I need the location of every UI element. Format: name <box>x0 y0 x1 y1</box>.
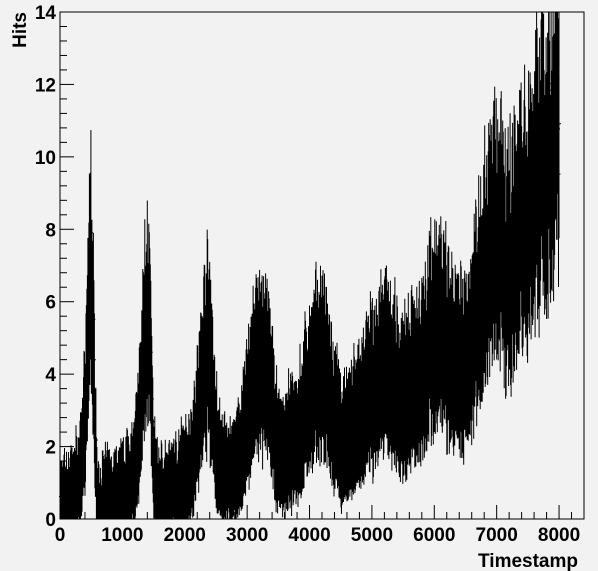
y-tick-label: 10 <box>35 148 56 169</box>
x-tick-label: 1000 <box>101 525 143 546</box>
y-tick-label: 14 <box>35 3 57 24</box>
x-tick-label: 8000 <box>538 525 580 546</box>
x-tick-label: 5000 <box>351 525 393 546</box>
y-tick-label: 0 <box>45 510 56 531</box>
x-tick-label: 3000 <box>226 525 268 546</box>
x-tick-label: 4000 <box>288 525 330 546</box>
y-tick-label: 12 <box>35 75 56 96</box>
y-tick-label: 8 <box>45 220 56 241</box>
x-axis-title: Timestamp <box>478 551 578 571</box>
y-tick-label: 2 <box>45 438 56 459</box>
x-tick-label: 0 <box>55 525 66 546</box>
y-tick-label: 4 <box>45 365 56 386</box>
y-tick-label: 6 <box>45 293 56 314</box>
y-axis-title: Hits <box>10 12 31 48</box>
axes-layer: 0 1000 2000 3000 4000 5000 6000 7000 8000 0 2 4 6 8 10… <box>35 3 585 546</box>
x-tick-label: 6000 <box>413 525 455 546</box>
x-tick-label: 2000 <box>164 525 206 546</box>
x-tick-label: 7000 <box>476 525 518 546</box>
